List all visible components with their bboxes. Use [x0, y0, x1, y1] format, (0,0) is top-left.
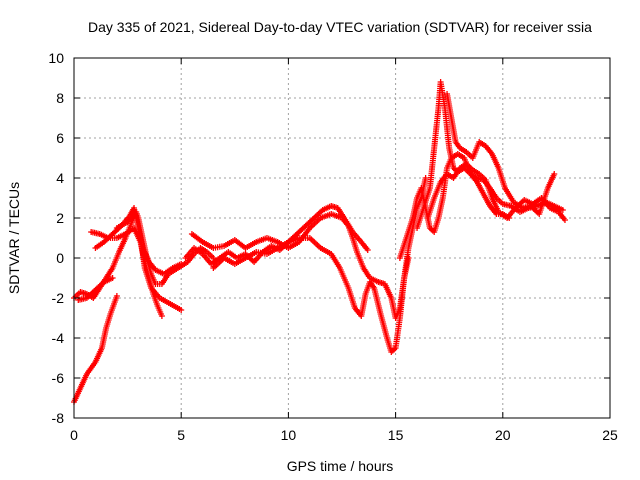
y-tick-label: -6: [52, 370, 65, 386]
x-axis-label: GPS time / hours: [287, 458, 394, 474]
y-tick-label: 6: [56, 130, 64, 146]
series-track-13: [424, 161, 568, 223]
series-track-6: [75, 275, 116, 303]
y-axis-label: SDTVAR / TECUs: [6, 182, 22, 294]
plot-frame: [73, 57, 611, 419]
y-tick-label: -2: [52, 290, 65, 306]
x-tick-label: 5: [177, 427, 185, 443]
y-tick-label: 10: [48, 50, 64, 66]
plus-marker-trace: [188, 175, 429, 321]
series-track-1: [71, 293, 120, 405]
y-tick-label: -8: [52, 410, 65, 426]
grid-lines: [74, 58, 610, 418]
x-tick-label: 10: [281, 427, 297, 443]
plus-marker-trace: [75, 275, 116, 303]
plus-marker-trace: [113, 211, 185, 313]
y-tick-label: 0: [56, 250, 64, 266]
y-tick-label: 4: [56, 170, 64, 186]
series-track-12: [444, 91, 558, 217]
series-track-8: [188, 175, 429, 321]
axis-ticks: 0 5 10 15 20 25 -8 -6 -4 -2 0 2 4 6 8 10: [48, 50, 618, 443]
y-tick-label: -4: [52, 330, 65, 346]
x-tick-label: 25: [602, 427, 618, 443]
y-tick-label: 2: [56, 210, 64, 226]
x-tick-label: 20: [495, 427, 511, 443]
plus-marker-trace: [71, 293, 120, 405]
data-points: [71, 79, 568, 405]
plus-marker-trace: [444, 91, 558, 217]
plus-marker-trace: [424, 161, 568, 223]
y-tick-label: 8: [56, 90, 64, 106]
plus-marker-trace: [210, 235, 412, 355]
series-track-9: [210, 235, 412, 355]
chart-title: Day 335 of 2021, Sidereal Day-to-day VTE…: [88, 19, 592, 35]
x-tick-label: 15: [388, 427, 404, 443]
series-track-5: [113, 211, 185, 313]
x-tick-label: 0: [70, 427, 78, 443]
